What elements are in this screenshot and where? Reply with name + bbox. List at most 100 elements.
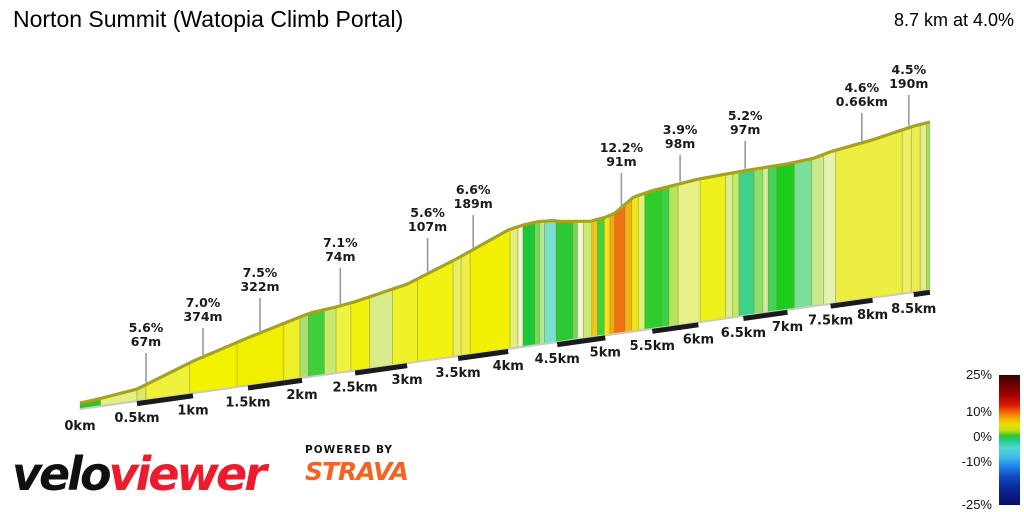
gradient-band	[591, 218, 598, 338]
gradient-band	[919, 122, 928, 292]
gradient-annotation: 7.0% 374m	[183, 295, 223, 355]
annotation-label: 4.5% 190m	[889, 62, 928, 91]
gradient-band	[732, 171, 740, 318]
gradient-annotation: 6.6% 189m	[454, 182, 493, 248]
gradient-band	[835, 129, 903, 304]
gradient-band	[577, 220, 584, 340]
annotation-label: 7.0% 374m	[183, 295, 222, 324]
gradient-band	[668, 183, 679, 327]
gradient-band	[753, 167, 764, 315]
axis-tick-label: 7.5km	[808, 314, 853, 329]
axis-tick-bar	[556, 335, 606, 348]
annotation-label: 5.6% 107m	[408, 205, 447, 234]
gradient-band	[738, 168, 755, 318]
gradient-band	[460, 250, 471, 357]
legend-tick-label: 10%	[965, 404, 992, 420]
axis-tick-label: 4.5km	[535, 352, 580, 367]
strava-attribution: POWERED BY STRAVA	[305, 444, 409, 486]
climb-title: Norton Summit (Watopia Climb Portal)	[13, 6, 404, 32]
axis-tick-label: 1.5km	[225, 396, 270, 411]
gradient-band	[823, 149, 837, 306]
gradient-band	[350, 296, 371, 372]
axis-tick-bar	[457, 349, 509, 361]
legend-tick-label: 25%	[965, 367, 992, 382]
gradient-annotation: 3.9% 98m	[663, 122, 698, 182]
gradient-band	[644, 187, 662, 331]
gradient-band	[522, 221, 536, 348]
axis-tick-label: 5.5km	[630, 339, 675, 354]
axis-tick-label: 0.5km	[114, 411, 159, 426]
axis-tick-label: 6.5km	[721, 326, 766, 341]
axis-tick-bar	[743, 309, 788, 321]
gradient-band	[661, 186, 670, 328]
annotation-label: 5.6% 67m	[129, 320, 164, 349]
axis-tick-bar	[913, 289, 931, 298]
gradient-band	[597, 217, 605, 337]
gradient-band	[901, 126, 912, 295]
annotation-label: 6.6% 189m	[454, 182, 493, 211]
gradient-band	[624, 197, 633, 334]
gradient-annotation: 12.2% 91m	[600, 140, 644, 206]
gradient-band	[794, 158, 813, 310]
axis-tick-label: 4km	[493, 359, 524, 374]
annotation-label: 3.9% 98m	[663, 122, 698, 151]
strava-wordmark: STRAVA	[305, 457, 409, 486]
legend-tick-label: -25%	[961, 497, 992, 512]
legend-tick-label: 0%	[973, 429, 992, 444]
gradient-scale	[999, 375, 1020, 505]
axis-tick-label: 7km	[772, 320, 803, 335]
gradient-annotation: 7.5% 322m	[240, 265, 280, 331]
annotation-label: 7.1% 74m	[323, 235, 358, 264]
gradient-band	[189, 341, 238, 395]
gradient-annotation: 5.2% 97m	[728, 108, 763, 169]
gradient-band	[811, 153, 825, 307]
axis-tick-bar	[830, 297, 873, 309]
gradient-annotation: 4.6% 0.66km	[836, 80, 888, 141]
annotation-label: 5.2% 97m	[728, 108, 763, 137]
gradient-band	[517, 224, 524, 349]
annotation-label: 7.5% 322m	[240, 265, 279, 294]
gradient-band	[609, 212, 616, 336]
annotation-label: 4.6% 0.66km	[836, 80, 888, 109]
gradient-band	[452, 255, 462, 358]
gradient-annotation: 5.6% 107m	[408, 205, 447, 272]
gradient-band	[392, 278, 418, 366]
viewer-wordmark: viewer	[108, 447, 267, 501]
gradient-band	[509, 226, 519, 350]
gradient-band	[699, 173, 726, 323]
gradient-band	[369, 288, 393, 369]
gradient-band	[534, 221, 541, 346]
gradient-band	[776, 161, 795, 312]
gradient-band	[910, 124, 921, 293]
axis-tick-label: 1km	[177, 403, 208, 418]
axis-tick-bar	[247, 377, 303, 391]
gradient-band	[637, 192, 646, 332]
gradient-band	[555, 220, 574, 343]
gradient-band	[603, 214, 611, 336]
gradient-band	[539, 220, 545, 346]
gradient-annotation: 5.6% 67m	[129, 320, 164, 383]
gradient-band	[572, 220, 578, 341]
gradient-band	[324, 306, 337, 376]
gradient-band	[335, 302, 352, 374]
gradient-band	[614, 203, 626, 335]
powered-by-label: POWERED BY	[305, 444, 394, 456]
gradient-band	[725, 172, 734, 319]
gradient-band	[582, 220, 593, 339]
axis-tick-label: 3km	[391, 373, 422, 388]
gradient-band	[926, 121, 931, 291]
gradient-band	[308, 309, 325, 378]
axis-tick-label: 3.5km	[435, 366, 480, 381]
veloviewer-logo: veloviewer POWERED BY STRAVA	[12, 444, 409, 501]
legend-tick-label: -10%	[961, 454, 992, 470]
gradient-band	[677, 178, 701, 326]
gradient-band	[544, 220, 557, 345]
gradient-band	[762, 166, 769, 314]
axis-tick-label: 5km	[590, 345, 621, 360]
profile-ridge	[79, 120, 931, 405]
gradient-annotation: 7.1% 74m	[323, 235, 358, 304]
gradient-band	[631, 195, 639, 333]
axis-tick-label: 2km	[286, 388, 317, 403]
